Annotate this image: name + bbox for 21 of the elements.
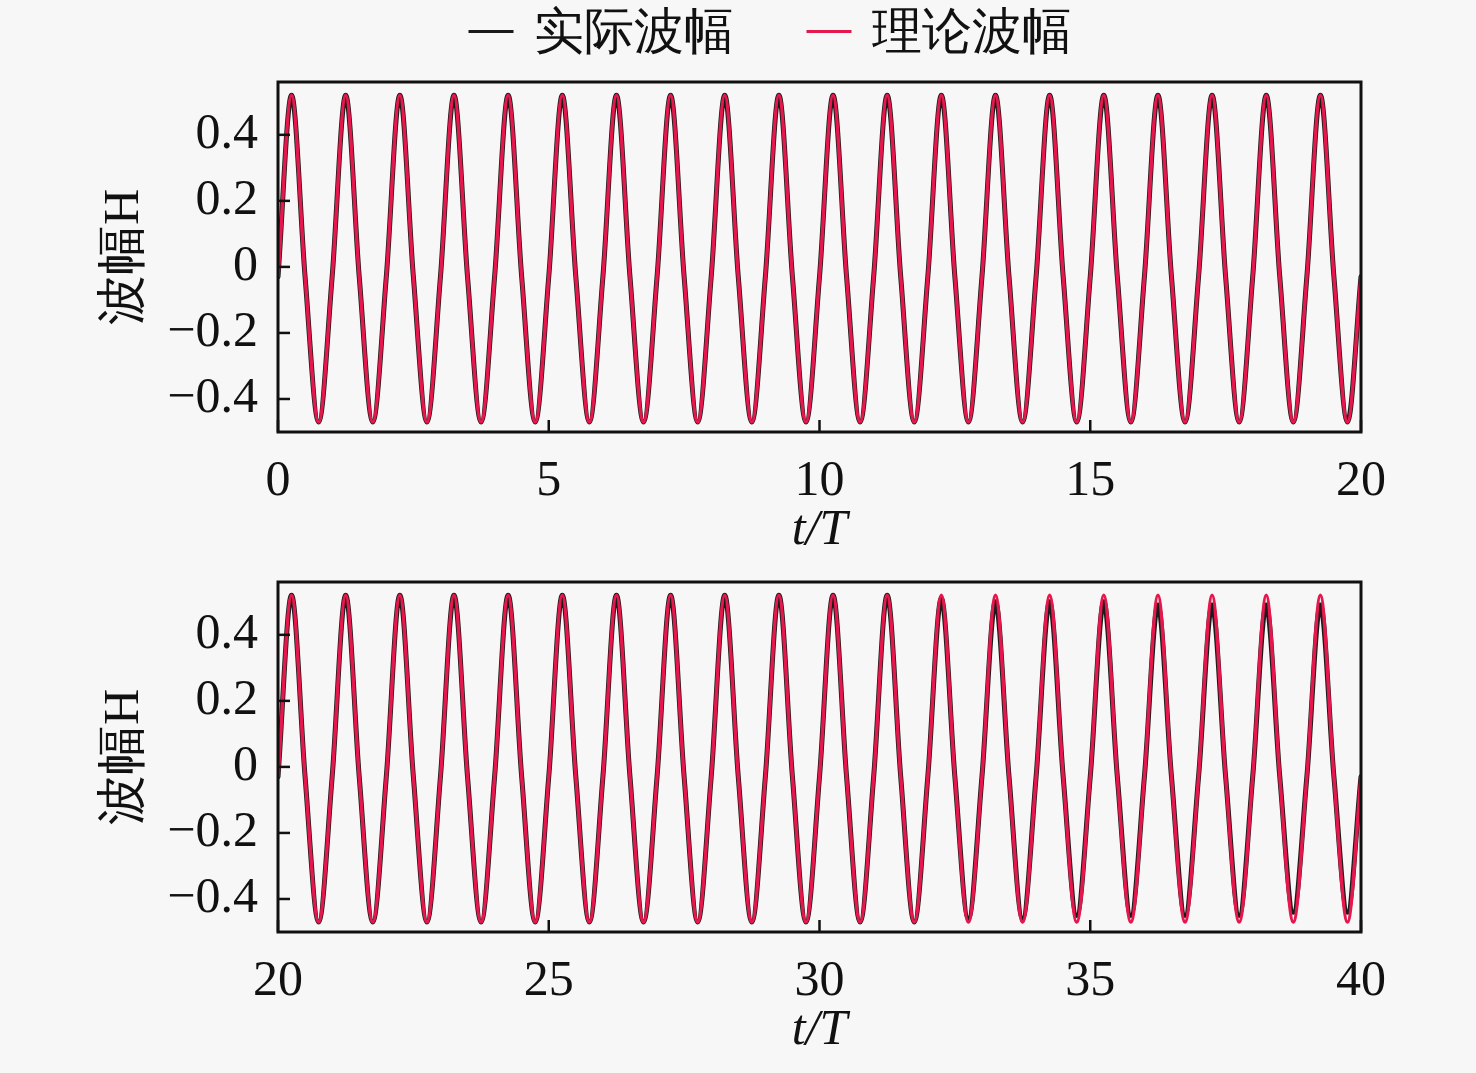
y-axis-title: 波幅H [93, 688, 150, 826]
x-tick-label: 25 [523, 950, 574, 1007]
y-tick-label: −0.4 [167, 367, 258, 424]
y-tick-label: 0 [233, 735, 258, 792]
y-tick-label: 0.2 [195, 668, 258, 725]
y-tick-label: 0.4 [195, 602, 258, 659]
x-tick-label: 5 [536, 450, 562, 507]
x-tick-label: 40 [1336, 950, 1386, 1007]
x-tick-label: 20 [1336, 450, 1386, 507]
y-tick-label: −0.2 [167, 301, 258, 358]
legend-label: 理论波幅 [871, 3, 1072, 59]
x-tick-label: 35 [1065, 950, 1116, 1007]
y-tick-label: 0 [233, 235, 258, 292]
x-tick-label: 15 [1065, 450, 1116, 507]
legend-label: 实际波幅 [533, 3, 734, 59]
y-tick-label: −0.2 [167, 801, 258, 858]
y-axis-title: 波幅H [93, 188, 150, 326]
y-tick-label: 0.2 [195, 168, 258, 225]
y-tick-label: 0.4 [195, 102, 258, 159]
y-tick-label: −0.4 [167, 867, 258, 924]
x-tick-label: 20 [253, 950, 303, 1007]
